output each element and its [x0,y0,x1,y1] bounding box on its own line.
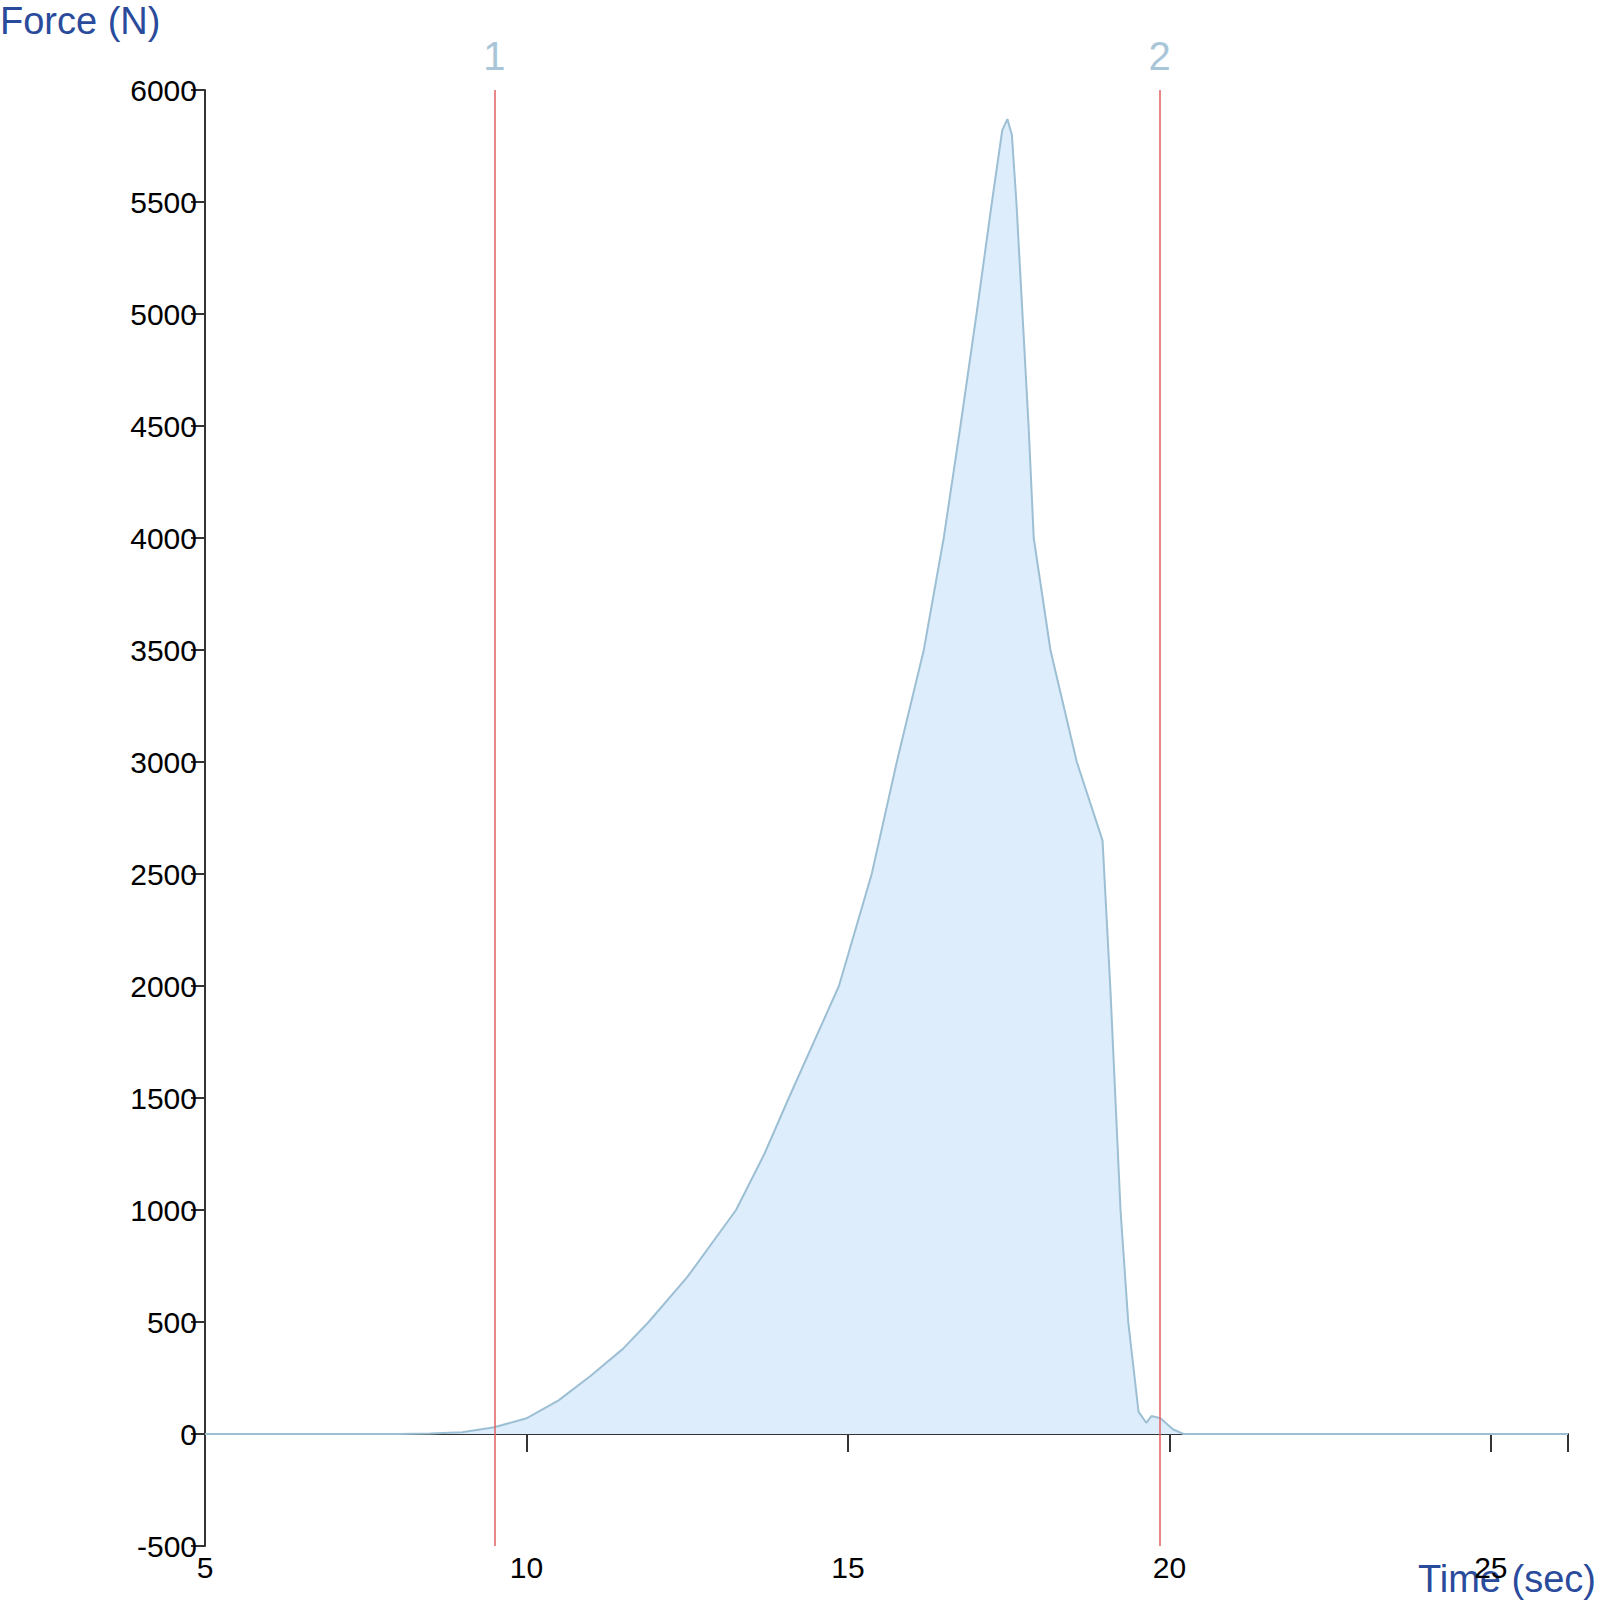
svg-text:5: 5 [197,1551,214,1584]
svg-text:25: 25 [1474,1551,1507,1584]
svg-text:1: 1 [483,34,505,78]
svg-text:2500: 2500 [130,858,197,891]
svg-text:Force (N): Force (N) [0,0,160,42]
svg-text:20: 20 [1153,1551,1186,1584]
svg-text:4500: 4500 [130,410,197,443]
svg-text:3500: 3500 [130,634,197,667]
svg-text:2000: 2000 [130,970,197,1003]
svg-text:1000: 1000 [130,1194,197,1227]
svg-text:15: 15 [831,1551,864,1584]
svg-text:1500: 1500 [130,1082,197,1115]
svg-text:6000: 6000 [130,74,197,107]
svg-text:4000: 4000 [130,522,197,555]
svg-text:Time (sec): Time (sec) [1418,1558,1596,1600]
svg-text:-500: -500 [137,1530,197,1563]
svg-text:0: 0 [180,1418,197,1451]
svg-text:3000: 3000 [130,746,197,779]
svg-text:5500: 5500 [130,186,197,219]
svg-text:5000: 5000 [130,298,197,331]
svg-text:2: 2 [1149,34,1171,78]
svg-text:500: 500 [147,1306,197,1339]
svg-text:10: 10 [510,1551,543,1584]
